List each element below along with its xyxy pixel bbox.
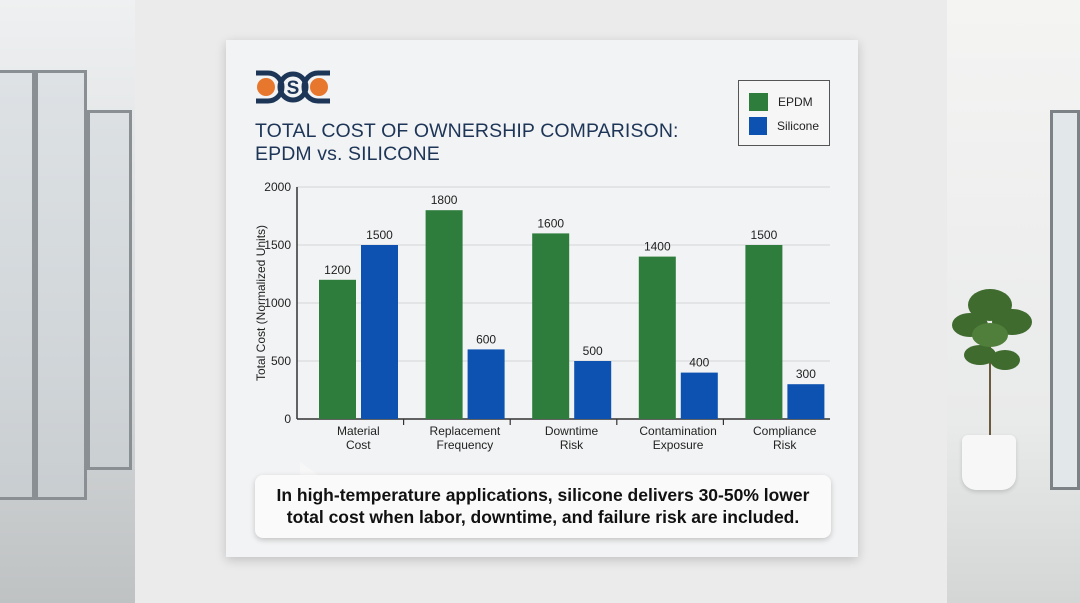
- x-tick-label: Replacement: [430, 424, 501, 438]
- data-label: 400: [689, 356, 709, 370]
- data-label: 1800: [431, 193, 458, 207]
- window: [1050, 110, 1080, 490]
- legend-item-silicone: Silicone: [749, 114, 819, 138]
- data-label: 1500: [366, 228, 393, 242]
- data-label: 1200: [324, 263, 351, 277]
- bar-silicone: [787, 384, 825, 419]
- glass-partition: [87, 110, 132, 470]
- y-tick-label: 1000: [264, 296, 291, 310]
- legend-label: EPDM: [778, 95, 813, 109]
- y-tick-label: 0: [284, 412, 291, 426]
- dsc-logo: S: [256, 70, 330, 104]
- x-tick-label: Contamination: [639, 424, 716, 438]
- x-tick-label: Frequency: [437, 438, 494, 452]
- bar-epdm: [745, 245, 783, 419]
- callout-line-2: total cost when labor, downtime, and fai…: [286, 507, 800, 527]
- bar-epdm: [319, 279, 356, 419]
- plant-pot: [962, 435, 1016, 490]
- data-label: 1400: [644, 240, 671, 254]
- y-axis-label: Total Cost (Normalized Units): [254, 225, 268, 381]
- data-label: 1500: [751, 228, 778, 242]
- x-tick-label: Material: [337, 424, 380, 438]
- background-office-left: [0, 0, 135, 603]
- bar-silicone: [361, 245, 398, 419]
- x-tick-label: Risk: [560, 438, 584, 452]
- plant-icon: [952, 289, 1032, 440]
- legend: EPDM Silicone: [738, 80, 830, 146]
- svg-text:S: S: [287, 78, 300, 99]
- bar-silicone: [680, 372, 718, 419]
- x-tick-label: Risk: [773, 438, 797, 452]
- x-tick-label: Downtime: [545, 424, 599, 438]
- legend-swatch-epdm: [749, 93, 768, 111]
- bar-silicone: [467, 349, 505, 419]
- bar-silicone: [574, 361, 612, 419]
- y-tick-label: 500: [271, 354, 291, 368]
- x-tick-label: Cost: [346, 438, 371, 452]
- y-tick-label: 1500: [264, 238, 291, 252]
- x-tick-label: Compliance: [753, 424, 817, 438]
- data-label: 300: [796, 367, 816, 381]
- callout-line-1: In high-temperature applications, silico…: [276, 485, 810, 505]
- legend-item-epdm: EPDM: [749, 90, 819, 114]
- legend-label: Silicone: [776, 119, 819, 133]
- y-tick-label: 2000: [264, 180, 291, 194]
- chart-title: TOTAL COST OF OWNERSHIP COMPARISON: EPDM…: [255, 120, 679, 166]
- bar-epdm: [638, 256, 676, 419]
- data-label: 1600: [537, 216, 564, 230]
- glass-partition: [35, 70, 87, 500]
- x-tick-label: Exposure: [653, 438, 704, 452]
- bar-epdm: [425, 210, 463, 419]
- bar-epdm: [532, 233, 570, 419]
- callout-box: In high-temperature applications, silico…: [255, 475, 831, 538]
- title-line-2: EPDM vs. SILICONE: [255, 143, 440, 165]
- data-label: 600: [476, 332, 496, 346]
- data-label: 500: [583, 344, 603, 358]
- glass-partition: [0, 70, 35, 500]
- legend-swatch-silicone: [749, 117, 767, 135]
- title-line-1: TOTAL COST OF OWNERSHIP COMPARISON:: [255, 120, 679, 142]
